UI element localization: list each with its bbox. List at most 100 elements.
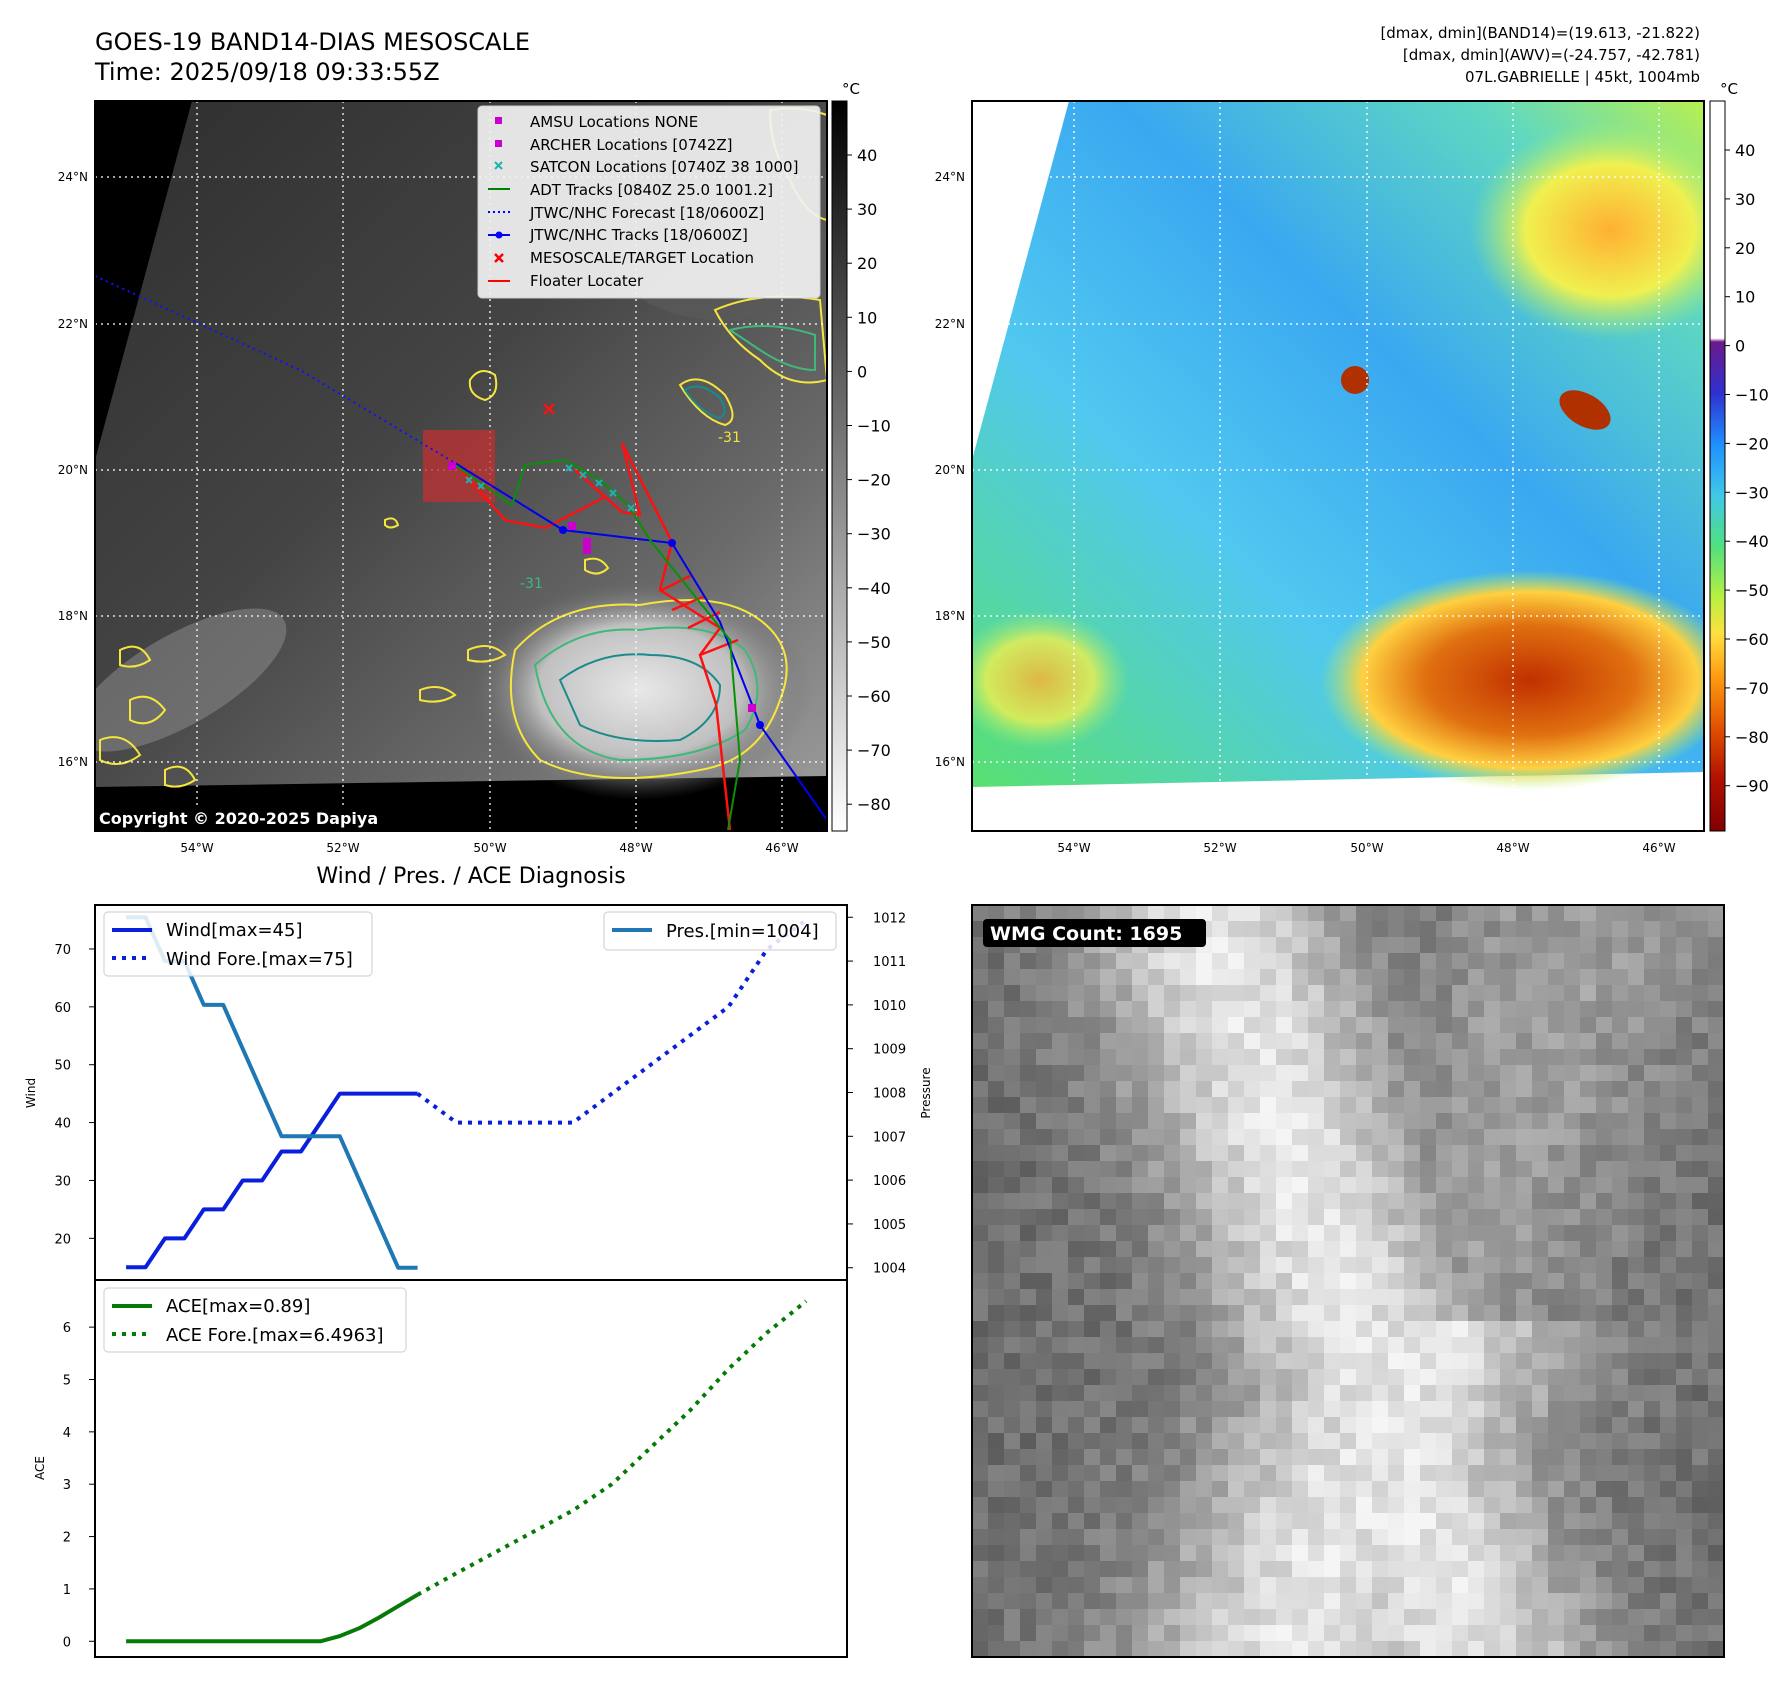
wmg-pixel — [1676, 953, 1693, 970]
wmg-pixel — [1116, 1497, 1133, 1514]
wmg-pixel — [1084, 1273, 1101, 1290]
wmg-pixel — [1580, 1321, 1597, 1338]
wv-dry-sw — [972, 610, 1130, 750]
wmg-pixel — [988, 1337, 1005, 1354]
contour-label: -31 — [520, 576, 543, 592]
wmg-pixel — [1564, 1433, 1581, 1450]
wmg-pixel — [1404, 1145, 1421, 1162]
wmg-pixel — [1516, 1465, 1533, 1482]
wmg-pixel — [1692, 1161, 1709, 1178]
wmg-pixel — [1692, 1209, 1709, 1226]
wmg-pixel — [1452, 1497, 1469, 1514]
wmg-pixel — [1084, 1321, 1101, 1338]
wmg-pixel — [1676, 1257, 1693, 1274]
wmg-pixel — [1612, 985, 1629, 1002]
wmg-pixel — [1388, 1097, 1405, 1114]
wmg-pixel — [1340, 1417, 1357, 1434]
wmg-pixel — [1132, 1033, 1149, 1050]
wmg-pixel — [1004, 1289, 1021, 1306]
wmg-pixel — [1196, 1017, 1213, 1034]
wmg-pixel — [1468, 1385, 1485, 1402]
wmg-pixel — [1084, 1177, 1101, 1194]
wmg-pixel — [1356, 1289, 1373, 1306]
wmg-pixel — [1324, 1401, 1341, 1418]
wmg-pixel — [1292, 1641, 1309, 1657]
wmg-pixel — [1692, 1081, 1709, 1098]
wmg-pixel — [1276, 1401, 1293, 1418]
wmg-pixel — [1308, 905, 1325, 922]
wmg-pixel — [1564, 1449, 1581, 1466]
wmg-pixel — [1020, 1497, 1037, 1514]
wmg-pixel — [1100, 1049, 1117, 1066]
wmg-pixel — [1644, 1033, 1661, 1050]
wmg-pixel — [1004, 1017, 1021, 1034]
wmg-pixel — [1388, 1577, 1405, 1594]
wmg-pixel — [1708, 1641, 1724, 1657]
wmg-pixel — [1564, 1193, 1581, 1210]
wmg-pixel — [1516, 1369, 1533, 1386]
wmg-pixel — [1228, 1097, 1245, 1114]
wmg-pixel — [1212, 1225, 1229, 1242]
wmg-pixel — [1100, 1561, 1117, 1578]
wmg-pixel — [1260, 937, 1277, 954]
wmg-pixel — [1196, 1337, 1213, 1354]
ace-axis-label: ACE — [33, 1456, 47, 1480]
wmg-pixel — [1468, 1145, 1485, 1162]
wmg-pixel — [1468, 1049, 1485, 1066]
wmg-pixel — [1132, 1369, 1149, 1386]
wmg-pixel — [1388, 1481, 1405, 1498]
wmg-pixel — [1420, 953, 1437, 970]
wmg-pixel — [1260, 1081, 1277, 1098]
wmg-pixel — [1660, 1081, 1677, 1098]
wmg-pixel — [1340, 937, 1357, 954]
wmg-pixel — [1340, 1081, 1357, 1098]
wmg-pixel — [972, 1081, 989, 1098]
wmg-pixel — [1660, 1273, 1677, 1290]
wmg-pixel — [1196, 1401, 1213, 1418]
wmg-pixel — [1212, 1305, 1229, 1322]
wmg-pixel — [1276, 1305, 1293, 1322]
wmg-pixel — [1612, 1545, 1629, 1562]
wmg-pixel — [1404, 1625, 1421, 1642]
wmg-pixel — [1468, 1273, 1485, 1290]
wmg-pixel — [1308, 1481, 1325, 1498]
wmg-pixel — [1020, 1401, 1037, 1418]
wmg-pixel — [1612, 1609, 1629, 1626]
wmg-pixel — [1340, 1465, 1357, 1482]
wmg-pixel — [1292, 1513, 1309, 1530]
wmg-pixel — [1084, 985, 1101, 1002]
wmg-pixel — [1612, 1001, 1629, 1018]
wmg-pixel — [1100, 985, 1117, 1002]
wmg-pixel — [1708, 1017, 1724, 1034]
wmg-pixel — [1692, 921, 1709, 938]
pressure-axis-label: Pressure — [919, 1067, 933, 1118]
wmg-pixel — [1180, 905, 1197, 922]
wmg-pixel — [1260, 1529, 1277, 1546]
wmg-pixel — [1148, 1433, 1165, 1450]
wmg-pixel — [1628, 1465, 1645, 1482]
wmg-pixel — [1660, 1433, 1677, 1450]
wmg-pixel — [1036, 1577, 1053, 1594]
wmg-pixel — [1020, 1049, 1037, 1066]
wmg-pixel — [1420, 1161, 1437, 1178]
wmg-pixel — [1484, 1513, 1501, 1530]
wmg-pixel — [1692, 1465, 1709, 1482]
wmg-pixel — [1708, 1321, 1724, 1338]
wmg-pixel — [1404, 1433, 1421, 1450]
right-colorbar-tick-label: 30 — [1735, 190, 1755, 209]
wmg-pixel — [1052, 1593, 1069, 1610]
wmg-pixel — [1228, 1065, 1245, 1082]
wmg-pixel — [1420, 1401, 1437, 1418]
wmg-pixel — [1516, 1177, 1533, 1194]
wmg-pixel — [1596, 1481, 1613, 1498]
wmg-pixel — [1340, 1209, 1357, 1226]
wmg-pixel — [1228, 1193, 1245, 1210]
wmg-pixel — [1532, 1161, 1549, 1178]
wmg-pixel — [1708, 1049, 1724, 1066]
wmg-pixel — [1404, 1401, 1421, 1418]
wmg-pixel — [1452, 1289, 1469, 1306]
wmg-pixel — [1708, 1593, 1724, 1610]
wmg-pixel — [1452, 1209, 1469, 1226]
wmg-pixel — [1036, 1433, 1053, 1450]
wmg-pixel — [1676, 1561, 1693, 1578]
